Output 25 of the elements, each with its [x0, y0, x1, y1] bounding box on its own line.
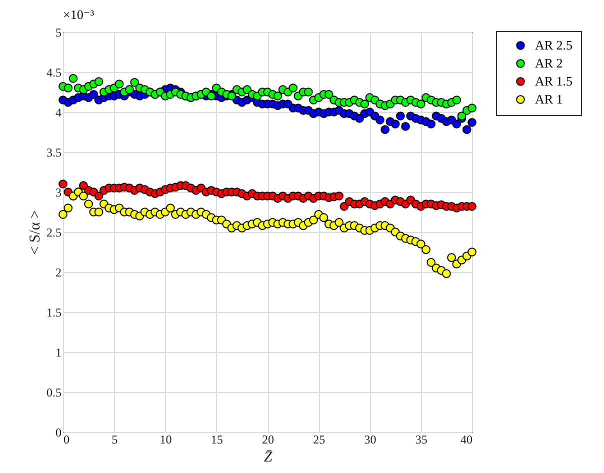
y-tick-label: 0.5: [46, 386, 62, 400]
x-tick-label: 10: [160, 432, 172, 446]
x-tick-label: 20: [262, 432, 274, 446]
legend-label: AR 1: [535, 92, 563, 106]
y-tick-label: 4: [56, 106, 62, 120]
legend-label: AR 2.5: [535, 38, 573, 52]
x-tick-label: 40: [460, 432, 472, 446]
x-tick-label: 15: [210, 432, 223, 446]
x-tick-label: 5: [112, 432, 118, 446]
y-tick-label: 4.5: [46, 66, 62, 80]
x-tick-label: 35: [415, 432, 428, 446]
legend-label: AR 1.5: [535, 74, 573, 88]
y-tick-label: 2: [56, 266, 62, 280]
text: ×10⁻³: [63, 7, 94, 22]
y-axis-title: < S/α >: [28, 210, 44, 255]
y-tick-label: 2.5: [46, 226, 62, 240]
y-tick-label: 3.5: [46, 146, 62, 160]
y-tick-label: 5: [56, 26, 62, 40]
y-tick-label: 3: [56, 186, 62, 200]
x-axis-title: Z̄: [264, 449, 273, 466]
x-tick-label: 25: [313, 432, 326, 446]
x-tick-label: 30: [364, 432, 376, 446]
legend-label: AR 2: [535, 56, 563, 70]
y-tick-label: 1.5: [46, 306, 62, 320]
y-tick-label: 1: [56, 346, 62, 360]
